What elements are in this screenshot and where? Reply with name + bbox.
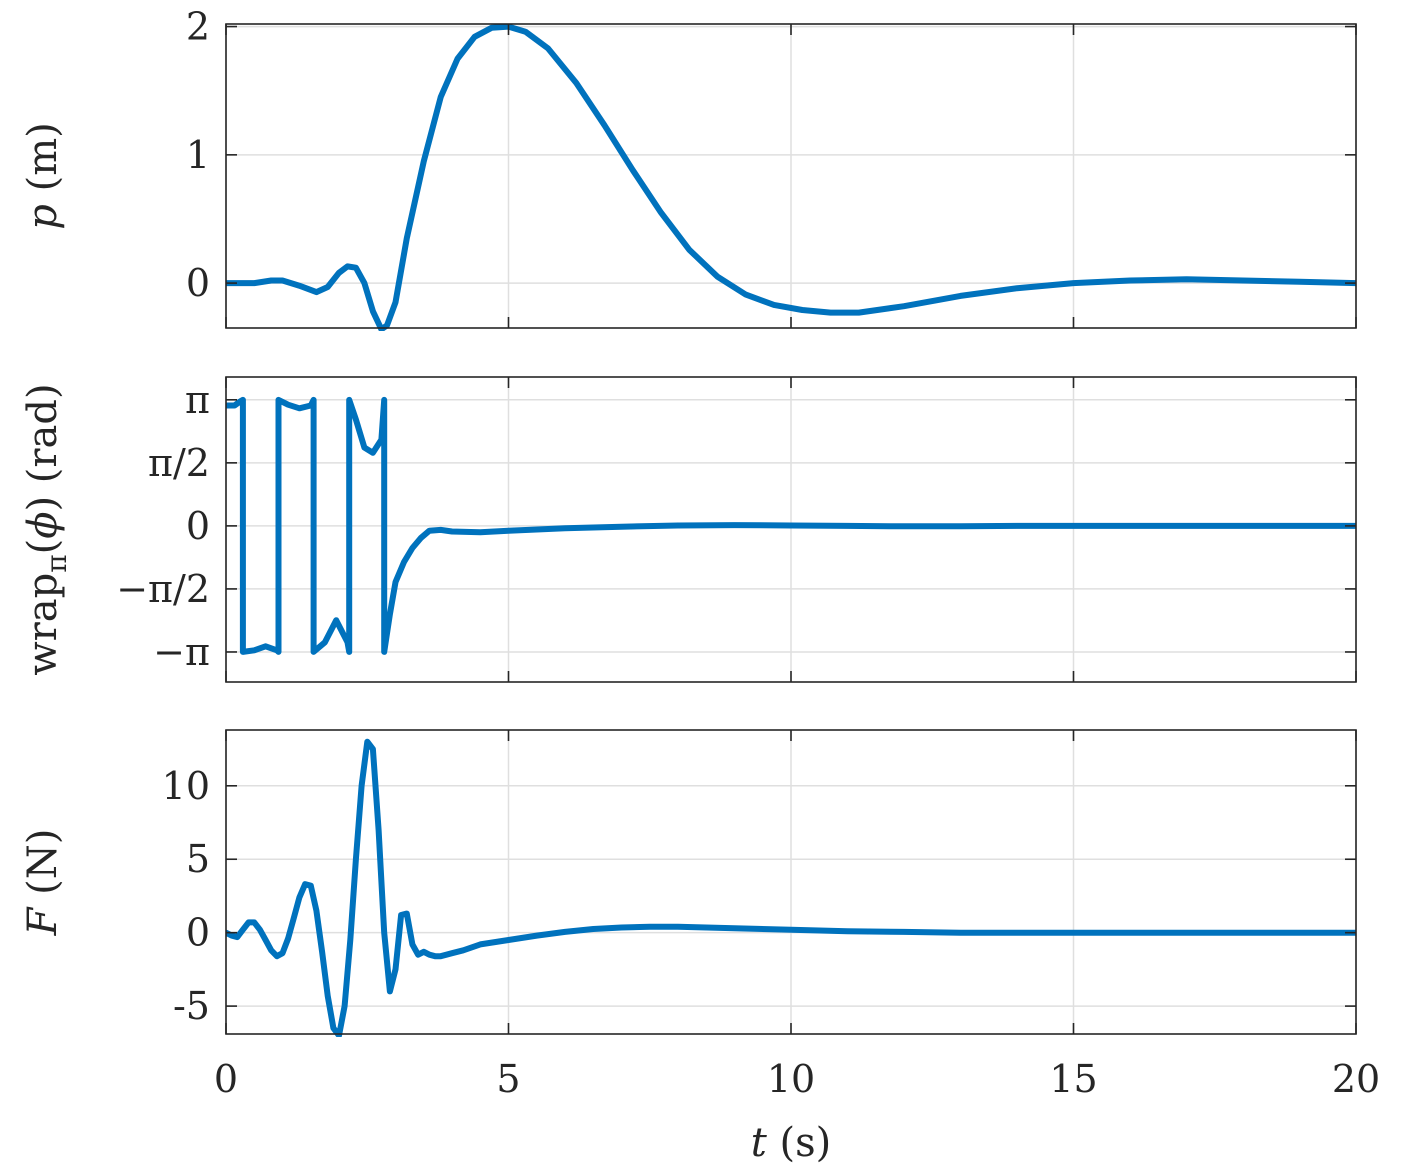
y-tick-label: −π/2: [116, 567, 210, 611]
x-tick-label: 0: [214, 1057, 238, 1101]
series-line: [226, 23, 1356, 331]
series-line: [226, 738, 1356, 1037]
y-tick-label: 0: [186, 911, 210, 955]
x-tick-label: 15: [1049, 1057, 1097, 1101]
y-tick-label: π: [185, 378, 210, 422]
x-tick-label: 10: [767, 1057, 815, 1101]
x-tick-label: 5: [496, 1057, 520, 1101]
y-tick-label: π/2: [148, 441, 210, 485]
subplot-2: −π −π/2 0 π/2 π wrapπ(ϕ) (rad): [20, 376, 1357, 683]
y-axis-label: F (N): [20, 829, 66, 937]
series-line: [226, 396, 1356, 655]
y-axis-label: p (m): [20, 122, 66, 229]
y-axis-label: wrapπ(ϕ) (rad): [20, 383, 73, 675]
x-tick-label: 20: [1332, 1057, 1380, 1101]
y-tick-label: 0: [186, 504, 210, 548]
y-tick-label: 0: [186, 261, 210, 305]
x-axis-label: t (s): [751, 1120, 832, 1166]
subplot-1: 0 1 2 p (m): [20, 5, 1357, 331]
y-tick-label: 2: [186, 5, 210, 49]
y-tick-label: 10: [162, 764, 210, 808]
y-tick-label: 1: [186, 133, 210, 177]
y-tick-label: -5: [173, 984, 210, 1028]
y-tick-label: 5: [186, 837, 210, 881]
y-tick-label: −π: [153, 630, 210, 674]
